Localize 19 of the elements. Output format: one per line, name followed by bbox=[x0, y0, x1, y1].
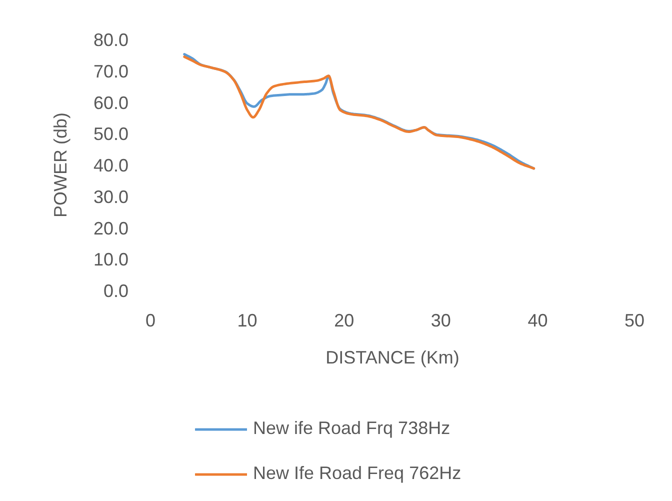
legend-label: New Ife Road Freq 762Hz bbox=[253, 463, 462, 484]
y-tick-label: 80.0 bbox=[93, 30, 129, 50]
y-tick-label: 0.0 bbox=[103, 281, 129, 301]
y-axis-title: POWER (db) bbox=[50, 112, 70, 218]
x-axis-title: DISTANCE (Km) bbox=[326, 348, 460, 368]
x-tick-label: 40 bbox=[528, 310, 548, 330]
y-tick-label: 50.0 bbox=[93, 124, 129, 144]
y-tick-label: 60.0 bbox=[93, 92, 129, 113]
x-tick-label: 50 bbox=[624, 310, 645, 330]
y-tick-label: 10.0 bbox=[93, 250, 129, 270]
x-tick-label: 20 bbox=[334, 310, 354, 330]
x-tick-label: 0 bbox=[145, 310, 156, 330]
x-tick-label: 10 bbox=[237, 310, 258, 330]
y-tick-label: 70.0 bbox=[93, 61, 129, 82]
y-tick-label: 20.0 bbox=[93, 218, 129, 238]
x-tick-label: 30 bbox=[430, 310, 451, 330]
y-tick-label: 30.0 bbox=[93, 186, 129, 207]
legend-label: New ife Road Frq 738Hz bbox=[253, 418, 450, 439]
y-tick-label: 40.0 bbox=[93, 156, 129, 176]
